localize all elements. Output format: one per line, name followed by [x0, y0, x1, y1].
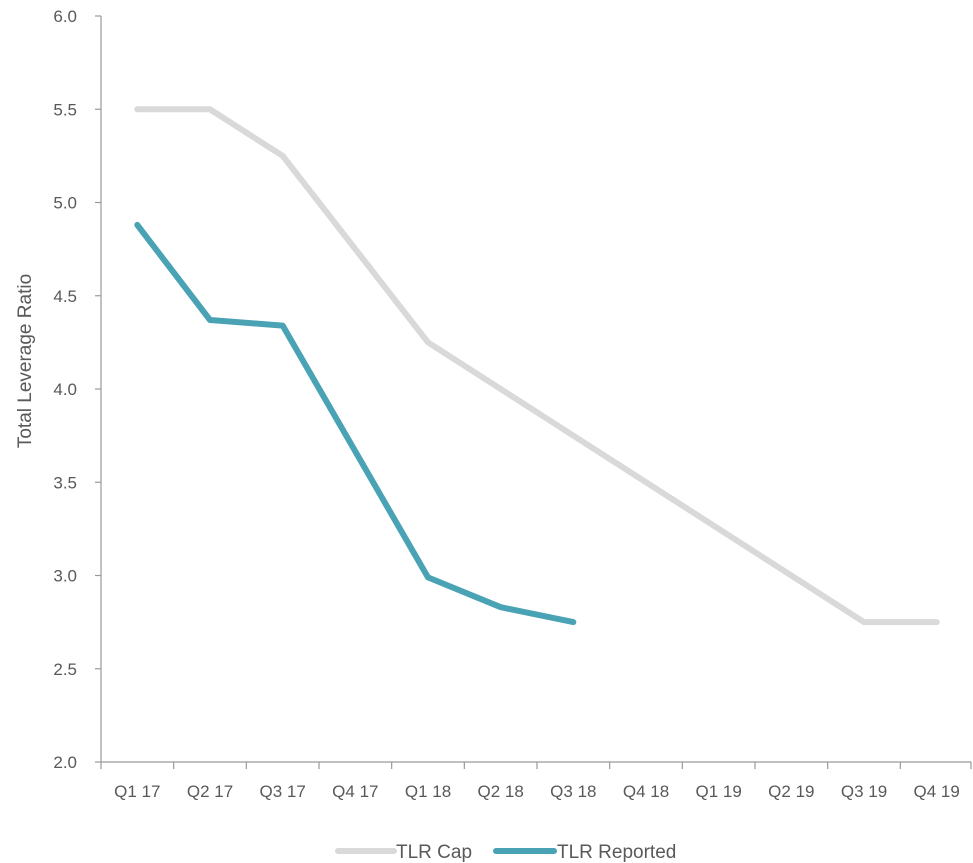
y-tick-label: 2.0: [53, 753, 77, 772]
x-tick-label: Q3 18: [550, 782, 596, 801]
legend-label-tlr-cap: TLR Cap: [396, 842, 472, 863]
x-tick-label: Q2 17: [187, 782, 233, 801]
legend: TLR Cap TLR Reported: [335, 842, 676, 863]
x-tick-label: Q4 17: [332, 782, 378, 801]
x-tick-label: Q1 19: [696, 782, 742, 801]
x-tick-label: Q1 17: [114, 782, 160, 801]
x-tick-label: Q3 17: [260, 782, 306, 801]
series-lines: [134, 106, 940, 626]
y-axis-title: Total Leverage Ratio: [15, 274, 36, 448]
y-tick-label: 5.0: [53, 194, 77, 213]
x-tick-label: Q2 18: [478, 782, 524, 801]
y-tick-label: 6.0: [53, 7, 77, 26]
x-tick-label: Q1 18: [405, 782, 451, 801]
series-line-tlr-reported: [134, 221, 577, 626]
x-tick-label: Q3 19: [841, 782, 887, 801]
y-tick-label: 4.5: [53, 287, 77, 306]
y-tick-label: 3.5: [53, 473, 77, 492]
x-tick-label: Q2 19: [768, 782, 814, 801]
legend-label-tlr-reported: TLR Reported: [557, 842, 676, 863]
y-tick-label: 3.0: [53, 567, 77, 586]
series-line-tlr-cap: [134, 106, 940, 626]
y-tick-label: 4.0: [53, 380, 77, 399]
y-tick-label: 2.5: [53, 660, 77, 679]
x-tick-label: Q4 18: [623, 782, 669, 801]
y-tick-label: 5.5: [53, 100, 77, 119]
x-tick-label: Q4 19: [914, 782, 960, 801]
axes: 2.0 2.5 3.0 3.5 4.0 4.5 5.0 5.5 6.0 Q1 17 Q2 17 Q3 …: [53, 7, 972, 801]
